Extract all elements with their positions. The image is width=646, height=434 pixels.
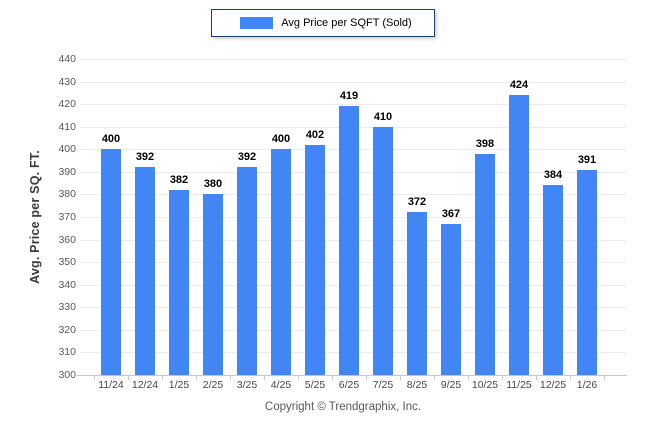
y-axis-tick-label: 420 xyxy=(58,98,76,111)
x-axis-label: 8/25 xyxy=(406,379,428,391)
x-axis-line xyxy=(77,375,627,376)
bar-11/24[interactable] xyxy=(101,149,121,375)
x-axis-label: 1/26 xyxy=(576,379,598,391)
y-axis-tick-label: 330 xyxy=(58,301,76,314)
bar-value-label: 391 xyxy=(577,154,597,166)
x-axis-tick xyxy=(502,376,503,380)
x-axis-tick xyxy=(400,376,401,380)
bar-6/25[interactable] xyxy=(339,106,359,375)
y-axis-tick-label: 400 xyxy=(58,143,76,156)
bar-value-label: 382 xyxy=(169,174,189,186)
copyright-text: Copyright © Trendgraphix, Inc. xyxy=(264,401,422,413)
x-axis-tick xyxy=(468,376,469,380)
x-axis-label: 4/25 xyxy=(270,379,292,391)
x-axis-label: 11/25 xyxy=(506,379,532,391)
plot-area: 400 392 382 380 392 400 402 419 410 372 367 398 424 3… xyxy=(80,59,626,375)
y-axis-tick-label: 310 xyxy=(58,346,76,359)
x-axis-tick xyxy=(604,376,605,380)
bar-1/25[interactable] xyxy=(169,190,189,375)
bar-3/25[interactable] xyxy=(237,167,257,375)
x-axis-tick xyxy=(162,376,163,380)
y-axis-tick-label: 380 xyxy=(58,188,76,201)
x-axis-tick xyxy=(536,376,537,380)
bar-value-label: 372 xyxy=(407,196,427,208)
bar-value-label: 384 xyxy=(543,169,563,181)
legend-row: Avg Price per SQFT (Sold) xyxy=(0,9,646,37)
x-axis-tick xyxy=(298,376,299,380)
x-axis-tick xyxy=(264,376,265,380)
bar-2/25[interactable] xyxy=(203,194,223,375)
legend-swatch-icon xyxy=(240,17,274,29)
y-axis-tick-label: 410 xyxy=(58,120,76,133)
y-axis-tick-label: 340 xyxy=(58,278,76,291)
bar-12/25[interactable] xyxy=(543,185,563,375)
x-axis-label: 9/25 xyxy=(440,379,462,391)
x-axis-label: 10/25 xyxy=(471,379,499,391)
y-axis-tick-label: 300 xyxy=(58,369,76,381)
bar-12/24[interactable] xyxy=(135,167,155,375)
bar-value-label: 419 xyxy=(339,90,359,102)
x-axis-label: 6/25 xyxy=(338,379,360,391)
x-axis-label: 3/25 xyxy=(236,379,258,391)
x-axis-label: 11/24 xyxy=(98,379,124,391)
gridline xyxy=(80,81,626,83)
y-axis-tick-label: 320 xyxy=(58,323,76,336)
bar-4/25[interactable] xyxy=(271,149,291,375)
bar-value-label: 400 xyxy=(271,133,291,145)
x-axis-tick xyxy=(332,376,333,380)
x-axis-tick xyxy=(366,376,367,380)
y-axis-tick-label: 370 xyxy=(58,211,76,223)
x-axis-label: 5/25 xyxy=(304,379,326,391)
bar-5/25[interactable] xyxy=(305,145,325,375)
x-axis-label: 12/24 xyxy=(131,379,159,391)
y-axis-tick-label: 440 xyxy=(58,53,76,65)
legend-label: Avg Price per SQFT (Sold) xyxy=(281,17,412,29)
legend: Avg Price per SQFT (Sold) xyxy=(211,9,435,37)
y-axis-tick-label: 430 xyxy=(58,75,76,88)
x-axis-label: 2/25 xyxy=(202,379,224,391)
x-axis-label: 12/25 xyxy=(539,379,567,391)
bar-value-label: 367 xyxy=(441,208,461,220)
bar-11/25[interactable] xyxy=(509,95,529,375)
x-axis-tick xyxy=(570,376,571,380)
bar-value-label: 410 xyxy=(373,111,393,123)
gridline xyxy=(80,59,626,60)
bar-9/25[interactable] xyxy=(441,224,461,375)
bar-value-label: 398 xyxy=(475,138,495,150)
y-axis-tick-label: 350 xyxy=(58,256,76,269)
bar-10/25[interactable] xyxy=(475,154,495,375)
bar-8/25[interactable] xyxy=(407,212,427,375)
bar-7/25[interactable] xyxy=(373,127,393,375)
x-axis-label: 1/25 xyxy=(168,379,190,391)
x-axis-tick xyxy=(230,376,231,380)
bar-value-label: 392 xyxy=(237,151,257,163)
y-axis-tick-label: 360 xyxy=(58,233,76,246)
y-axis-tick-label: 390 xyxy=(58,165,76,178)
x-axis-labels: 11/24 12/24 1/25 2/25 3/25 4/25 5/25 6/25 7/25 8/… xyxy=(80,379,626,393)
x-axis-label: 7/25 xyxy=(372,379,394,391)
bar-value-label: 380 xyxy=(203,178,223,190)
x-axis-tick xyxy=(434,376,435,380)
bar-value-label: 392 xyxy=(135,151,155,163)
bar-value-label: 424 xyxy=(509,79,529,91)
bar-value-label: 402 xyxy=(305,129,325,141)
x-axis-tick xyxy=(196,376,197,380)
x-axis-tick xyxy=(94,376,95,380)
gridline xyxy=(80,104,626,106)
bar-1/26[interactable] xyxy=(577,170,597,375)
bar-value-label: 400 xyxy=(101,133,121,145)
x-axis-tick xyxy=(128,376,129,380)
